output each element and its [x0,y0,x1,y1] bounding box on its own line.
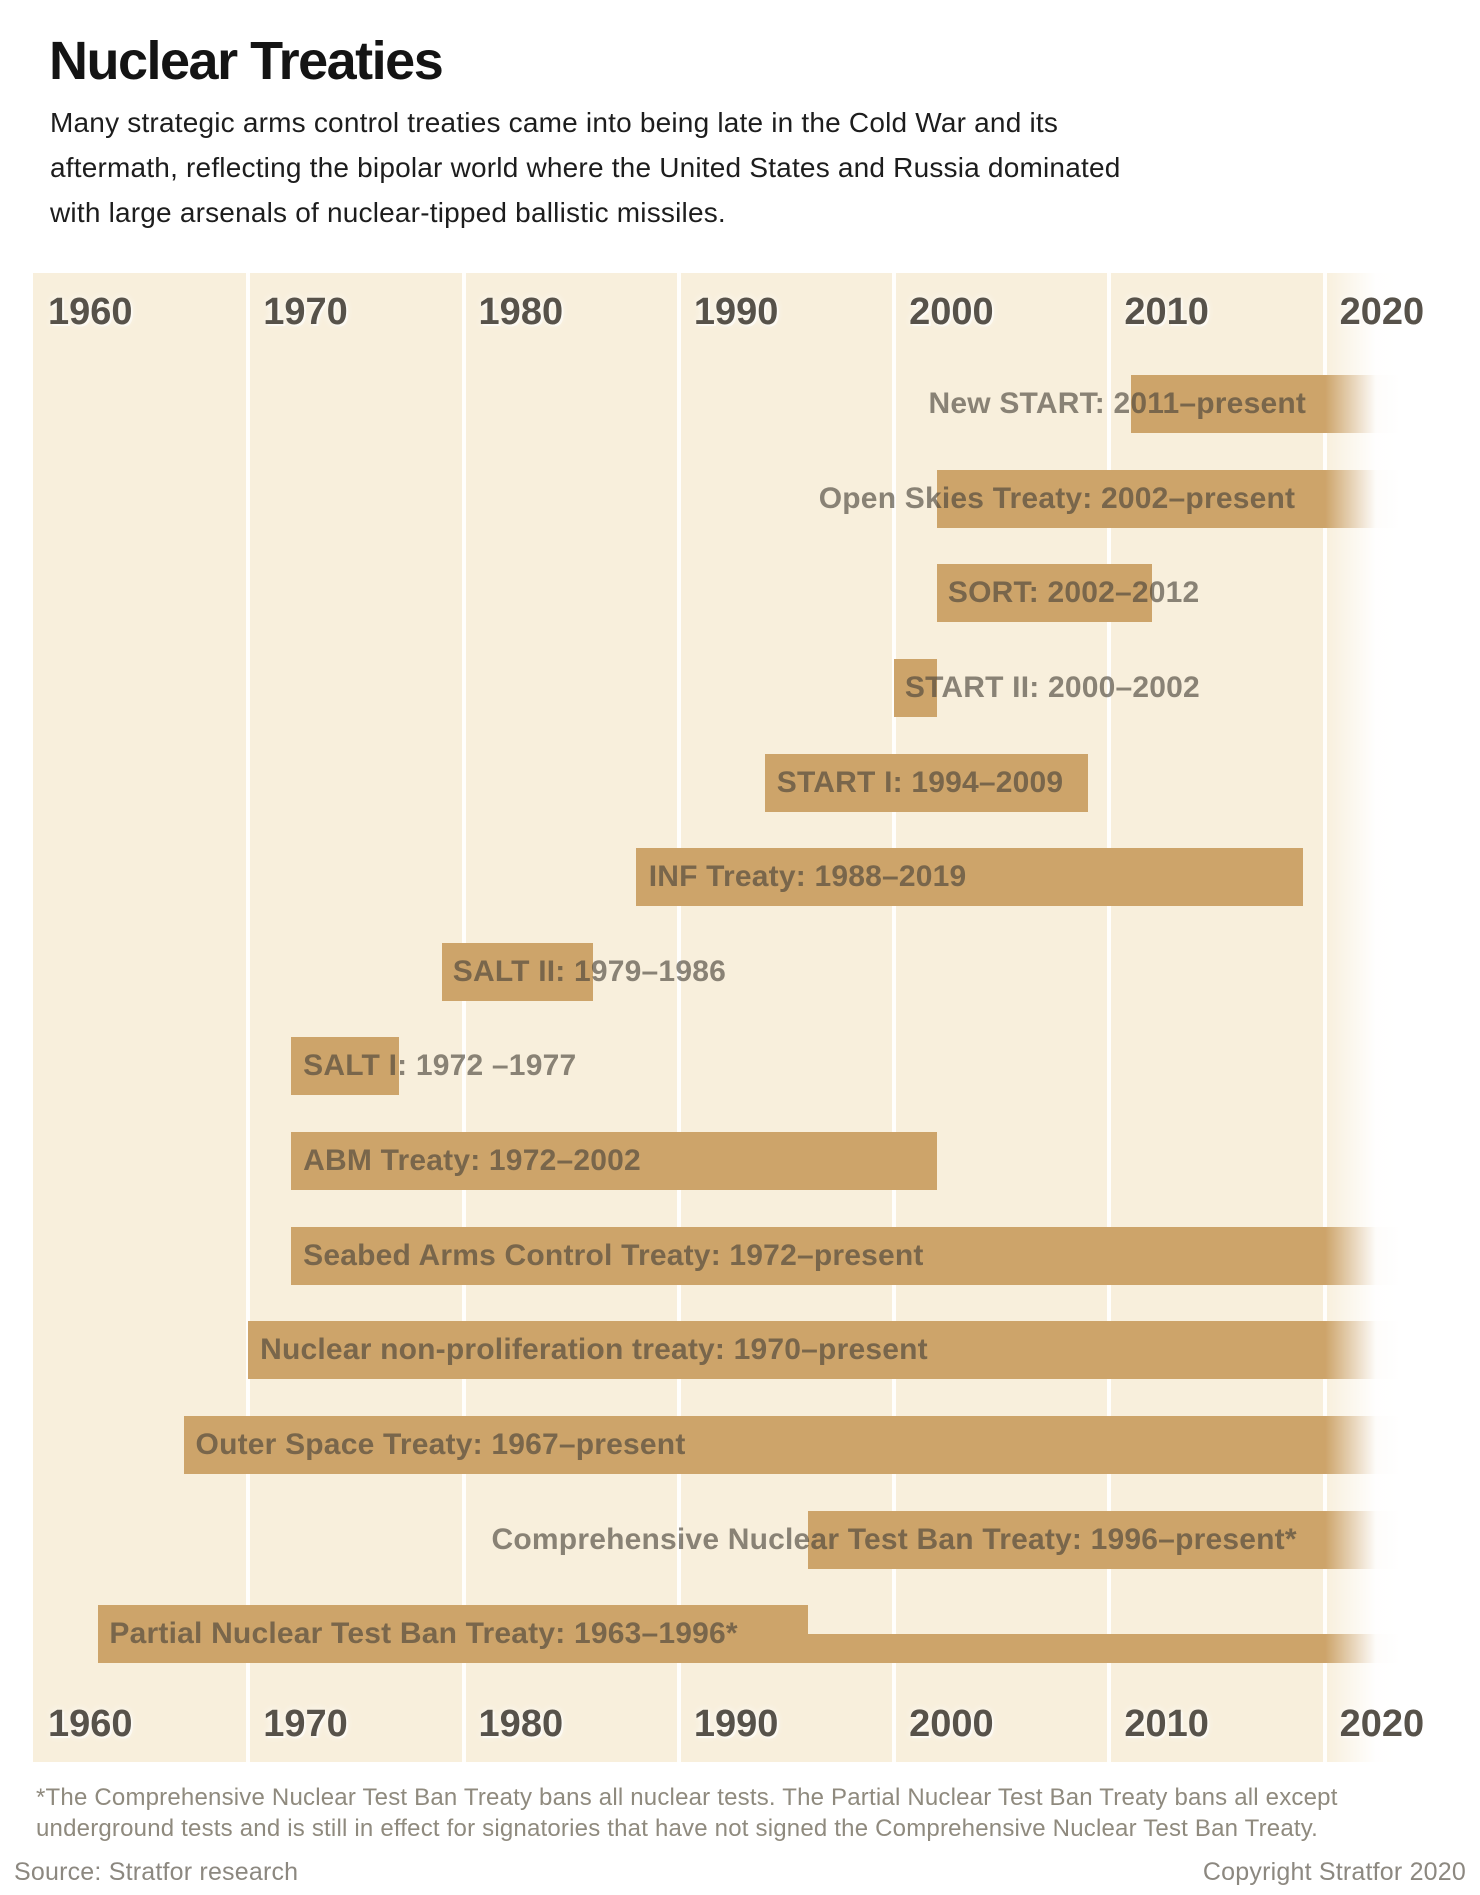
treaty-label-outer-space-treaty: Outer Space Treaty: 1967–present [195,1428,686,1461]
treaty-row-salt-i: SALT I: 1972 –1977 [33,1037,1400,1095]
treaty-row-inf-treaty: INF Treaty: 1988–2019 [33,848,1400,906]
gridline-1970 [246,273,251,1762]
treaty-bar-nuclear-non-proliferation-treaty [248,1321,1400,1379]
treaty-bar-open-skies-treaty [937,470,1400,528]
credits-row: Source: Stratfor research Copyright Stra… [14,1858,1466,1887]
axis-label-1980-top: 1980 [478,291,564,333]
axis-label-1960-top: 1960 [48,291,133,333]
treaty-bar-seabed-arms-control-treaty [291,1227,1400,1285]
treaty-label-partial-nuclear-test-ban-treaty: Partial Nuclear Test Ban Treaty: 1963–19… [109,1617,738,1650]
treaty-row-partial-nuclear-test-ban-treaty: Partial Nuclear Test Ban Treaty: 1963–19… [33,1605,1400,1663]
treaty-row-start-ii: START II: 2000–2002 [33,659,1400,717]
treaty-row-start-i: START I: 1994–2009 [33,754,1400,812]
treaty-label-abm-treaty: ABM Treaty: 1972–2002 [303,1144,641,1177]
treaty-label-nuclear-non-proliferation-treaty: Nuclear non-proliferation treaty: 1970–p… [260,1333,928,1366]
treaty-bar-salt-ii [442,943,593,1001]
treaty-label-comprehensive-nuclear-test-ban-treaty: Comprehensive Nuclear Test Ban Treaty: 1… [491,1523,1297,1556]
present-fade-overlay [1324,273,1400,1762]
axis-label-1980-bottom: 1980 [478,1703,564,1745]
treaty-row-new-start: New START: 2011–present [33,375,1400,433]
treaty-row-sort: SORT: 2002–2012 [33,564,1400,622]
treaty-bar-comprehensive-nuclear-test-ban-treaty [807,1511,1400,1569]
axis-label-1990-top: 1990 [693,291,779,333]
axis-label-1990-bottom: 1990 [693,1703,779,1745]
treaty-label-inf-treaty: INF Treaty: 1988–2019 [648,860,967,893]
treaty-bar-salt-i [291,1037,399,1095]
treaty-row-open-skies-treaty: Open Skies Treaty: 2002–present [33,470,1400,528]
axis-label-2000-bottom: 2000 [909,1703,994,1745]
treaty-label-salt-ii: SALT II: 1979–1986 [452,955,726,988]
treaty-row-seabed-arms-control-treaty: Seabed Arms Control Treaty: 1972–present [33,1227,1400,1285]
treaty-label-sort: SORT: 2002–2012 [947,576,1200,609]
footnote-line: *The Comprehensive Nuclear Test Ban Trea… [36,1784,1338,1811]
page-title: Nuclear Treaties [49,31,444,91]
copyright-notice: Copyright Stratfor 2020 [1202,1858,1466,1886]
treaty-label-start-i: START I: 1994–2009 [776,766,1064,799]
subtitle-line: aftermath, reflecting the bipolar world … [50,152,1121,183]
treaty-label-salt-i: SALT I: 1972 –1977 [303,1049,577,1082]
treaty-bar-start-ii [894,659,938,717]
treaty-row-salt-ii: SALT II: 1979–1986 [33,943,1400,1001]
treaty-label-open-skies-treaty: Open Skies Treaty: 2002–present [818,482,1296,515]
treaty-bar-sort [937,564,1153,622]
treaty-bar-start-i [764,754,1088,812]
treaty-bar-abm-treaty [291,1132,938,1190]
timeline-chart: New START: 2011–present Open Skies Treaty… [33,273,1424,1762]
axis-label-1970-bottom: 1970 [263,1703,348,1745]
treaty-label-new-start: New START: 2011–present [928,387,1307,420]
axis-label-1960-bottom: 1960 [48,1703,133,1745]
gridline-1990 [676,273,681,1762]
treaty-bar-outer-space-treaty [183,1416,1400,1474]
axis-label-1970-top: 1970 [263,291,348,333]
axis-label-2010-top: 2010 [1124,291,1209,333]
axis-label-2020-top: 2020 [1339,291,1425,333]
subtitle: Many strategic arms control treaties cam… [50,100,1121,235]
subtitle-line: Many strategic arms control treaties cam… [50,107,1059,138]
treaty-row-outer-space-treaty: Outer Space Treaty: 1967–present [33,1416,1400,1474]
axis-label-2010-bottom: 2010 [1124,1703,1209,1745]
gridline-2010 [1107,273,1112,1762]
treaty-bar-partial-nuclear-test-ban-treaty [97,1605,808,1663]
axis-label-2020-bottom: 2020 [1339,1703,1425,1745]
subtitle-line: with large arsenals of nuclear-tipped ba… [50,197,726,228]
treaty-row-abm-treaty: ABM Treaty: 1972–2002 [33,1132,1400,1190]
treaty-row-nuclear-non-proliferation-treaty: Nuclear non-proliferation treaty: 1970–p… [33,1321,1400,1379]
axis-label-2000-top: 2000 [909,291,994,333]
gridline-1980 [461,273,466,1762]
treaty-label-seabed-arms-control-treaty: Seabed Arms Control Treaty: 1972–present [303,1239,924,1272]
footnote-line: underground tests and is still in effect… [36,1815,1319,1842]
treaty-row-comprehensive-nuclear-test-ban-treaty: Comprehensive Nuclear Test Ban Treaty: 1… [33,1511,1400,1569]
source-credit: Source: Stratfor research [14,1858,299,1886]
treaty-label-start-ii: START II: 2000–2002 [904,671,1200,704]
gridline-2000 [892,273,897,1762]
treaty-bar-inf-treaty [635,848,1304,906]
footnote: *The Comprehensive Nuclear Test Ban Trea… [36,1782,1338,1844]
treaty-bar-extension-partial-nuclear-test-ban-treaty [807,1634,1400,1663]
